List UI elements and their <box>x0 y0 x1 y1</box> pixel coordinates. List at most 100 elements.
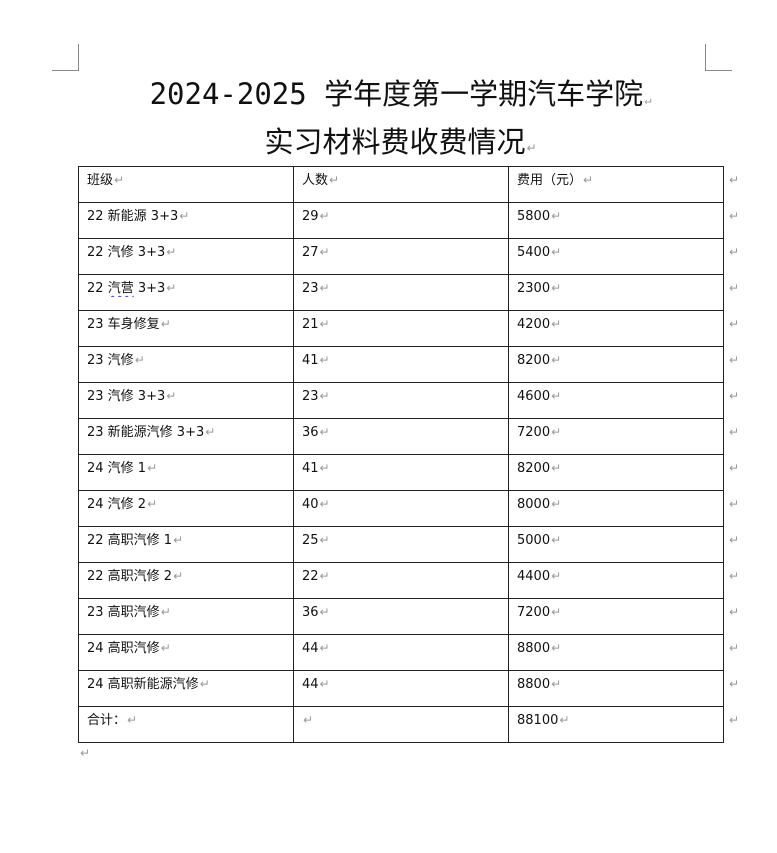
paragraph-mark-icon: ↵ <box>551 605 562 619</box>
cell-text: 费用（元） <box>517 173 583 188</box>
paragraph-mark-icon: ↵ <box>147 461 158 475</box>
paragraph-mark-icon: ↵ <box>551 353 562 367</box>
cell-text: 40 <box>302 497 319 512</box>
table-cell[interactable]: 23 高职汽修↵ <box>78 598 294 635</box>
table-cell[interactable]: 8000↵ ↵ <box>508 490 739 527</box>
paragraph-mark-icon: ↵ <box>319 605 330 619</box>
table-cell[interactable]: 5000↵ ↵ <box>508 526 739 563</box>
table-cell[interactable]: 25↵ <box>293 526 509 563</box>
table-cell[interactable]: 29↵ <box>293 202 509 239</box>
paragraph-mark-icon: ↵ <box>319 641 330 655</box>
cell-text: 24 汽修 2 <box>87 497 147 512</box>
row-end-mark-icon: ↵ <box>728 245 739 259</box>
paragraph-mark-icon: ↵ <box>303 713 314 727</box>
table-cell[interactable]: 8800↵ ↵ <box>508 670 739 707</box>
table-cell[interactable]: 23↵ <box>293 274 509 311</box>
table-cell[interactable]: ↵ <box>293 706 509 743</box>
table-cell[interactable]: 24 高职汽修↵ <box>78 634 294 671</box>
table-cell[interactable]: 22 新能源 3+3↵ <box>78 202 294 239</box>
table-cell[interactable]: 费用（元）↵ ↵ <box>508 166 739 203</box>
cell-text: 23 <box>302 389 319 404</box>
cell-text: 27 <box>302 245 319 260</box>
document-title-line2: 实习材料费收费情况↵ <box>78 124 723 160</box>
page-corner-mark-right <box>705 44 732 71</box>
table-cell[interactable]: 4200↵ ↵ <box>508 310 739 347</box>
table-cell[interactable]: 5400↵ ↵ <box>508 238 739 275</box>
row-end-mark-icon: ↵ <box>728 713 739 727</box>
table-cell[interactable]: 22 汽营 3+3↵ <box>78 274 294 311</box>
table-cell[interactable]: 4400↵ ↵ <box>508 562 739 599</box>
table-cell[interactable]: 23↵ <box>293 382 509 419</box>
paragraph-mark-icon: ↵ <box>160 605 171 619</box>
cell-text: 8800 <box>517 677 551 692</box>
table-cell[interactable]: 44↵ <box>293 634 509 671</box>
table-cell[interactable]: 7200↵ ↵ <box>508 598 739 635</box>
cell-text: 24 高职汽修 <box>87 641 160 656</box>
table-row: 22 汽营 3+3↵ 23↵ 2300↵ ↵ <box>78 274 739 311</box>
table-cell[interactable]: 2300↵ ↵ <box>508 274 739 311</box>
paragraph-mark-icon: ↵ <box>134 353 145 367</box>
cell-text: 23 车身修复 <box>87 317 160 332</box>
paragraph-mark-icon: ↵ <box>114 173 125 187</box>
fee-table: 班级↵ 人数↵ 费用（元）↵ ↵ 22 新能源 3+3↵ 29↵ 5800↵ ↵ 22 汽修 3… <box>78 166 739 743</box>
table-cell[interactable]: 24 高职新能源汽修↵ <box>78 670 294 707</box>
table-cell[interactable]: 合计：↵ <box>78 706 294 743</box>
title-text: 2024-2025 学年度第一学期汽车学院 <box>149 77 644 111</box>
row-end-mark-icon: ↵ <box>728 533 739 547</box>
paragraph-mark-icon: ↵ <box>319 317 330 331</box>
table-cell[interactable]: 22 汽修 3+3↵ <box>78 238 294 275</box>
table-cell[interactable]: 人数↵ <box>293 166 509 203</box>
cell-text: 8000 <box>517 497 551 512</box>
cell-text: 23 汽修 <box>87 353 134 368</box>
paragraph-mark-icon: ↵ <box>551 461 562 475</box>
cell-text: 4200 <box>517 317 551 332</box>
table-cell[interactable]: 41↵ <box>293 454 509 491</box>
table-cell[interactable]: 23 汽修 3+3↵ <box>78 382 294 419</box>
cell-text: 44 <box>302 677 319 692</box>
table-row: 23 汽修 3+3↵ 23↵ 4600↵ ↵ <box>78 382 739 419</box>
cell-text: 5400 <box>517 245 551 260</box>
table-cell[interactable]: 23 新能源汽修 3+3↵ <box>78 418 294 455</box>
table-cell[interactable]: 44↵ <box>293 670 509 707</box>
paragraph-mark-icon: ↵ <box>166 245 177 259</box>
table-cell[interactable]: 27↵ <box>293 238 509 275</box>
table-cell[interactable]: 36↵ <box>293 598 509 635</box>
table-cell[interactable]: 24 汽修 2↵ <box>78 490 294 527</box>
table-cell[interactable]: 8800↵ ↵ <box>508 634 739 671</box>
table-cell[interactable]: 5800↵ ↵ <box>508 202 739 239</box>
table-cell[interactable]: 41↵ <box>293 346 509 383</box>
paragraph-mark-icon: ↵ <box>319 677 330 691</box>
table-cell[interactable]: 班级↵ <box>78 166 294 203</box>
table-cell[interactable]: 36↵ <box>293 418 509 455</box>
paragraph-mark-icon: ↵ <box>160 641 171 655</box>
table-cell[interactable]: 23 汽修↵ <box>78 346 294 383</box>
spellcheck-underline: 汽营 <box>107 281 134 296</box>
cell-text: 8200 <box>517 353 551 368</box>
paragraph-mark-icon: ↵ <box>551 641 562 655</box>
table-cell[interactable]: 8200↵ ↵ <box>508 346 739 383</box>
cell-text: 合计： <box>87 713 127 728</box>
table-cell[interactable]: 23 车身修复↵ <box>78 310 294 347</box>
row-end-mark-icon: ↵ <box>728 677 739 691</box>
paragraph-mark-icon: ↵ <box>319 209 330 223</box>
paragraph-mark-icon: ↵ <box>173 533 184 547</box>
paragraph-mark-icon: ↵ <box>551 245 562 259</box>
paragraph-mark-icon: ↵ <box>319 533 330 547</box>
table-cell[interactable]: 24 汽修 1↵ <box>78 454 294 491</box>
table-cell[interactable]: 88100↵ ↵ <box>508 706 739 743</box>
row-end-mark-icon: ↵ <box>728 317 739 331</box>
table-cell[interactable]: 8200↵ ↵ <box>508 454 739 491</box>
table-cell[interactable]: 7200↵ ↵ <box>508 418 739 455</box>
cell-text: 5800 <box>517 209 551 224</box>
paragraph-mark-icon: ↵ <box>559 713 570 727</box>
paragraph-mark-icon: ↵ <box>551 677 562 691</box>
table-row: 24 高职新能源汽修↵ 44↵ 8800↵ ↵ <box>78 670 739 707</box>
table-cell[interactable]: 21↵ <box>293 310 509 347</box>
table-cell[interactable]: 40↵ <box>293 490 509 527</box>
table-row: 24 高职汽修↵ 44↵ 8800↵ ↵ <box>78 634 739 671</box>
table-cell[interactable]: 22 高职汽修 1↵ <box>78 526 294 563</box>
paragraph-mark-icon: ↵ <box>319 425 330 439</box>
table-cell[interactable]: 22 高职汽修 2↵ <box>78 562 294 599</box>
table-cell[interactable]: 4600↵ ↵ <box>508 382 739 419</box>
table-cell[interactable]: 22↵ <box>293 562 509 599</box>
